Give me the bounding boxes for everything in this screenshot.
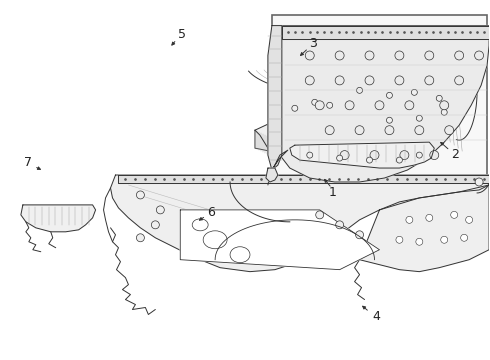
Circle shape: [335, 51, 344, 60]
Circle shape: [292, 105, 298, 111]
Ellipse shape: [230, 247, 250, 263]
Circle shape: [305, 76, 314, 85]
Circle shape: [305, 51, 314, 60]
Circle shape: [336, 111, 364, 139]
Circle shape: [387, 117, 392, 123]
Circle shape: [396, 157, 402, 163]
Circle shape: [441, 109, 447, 115]
Ellipse shape: [203, 231, 227, 249]
Circle shape: [425, 76, 434, 85]
Circle shape: [355, 126, 364, 135]
Text: 7: 7: [24, 156, 32, 168]
Circle shape: [455, 51, 464, 60]
Circle shape: [441, 236, 448, 243]
Circle shape: [415, 126, 424, 135]
Bar: [272, 15, 487, 185]
Polygon shape: [111, 175, 489, 272]
Text: 5: 5: [177, 28, 186, 41]
Circle shape: [136, 234, 145, 242]
Text: 3: 3: [309, 37, 317, 50]
Circle shape: [400, 150, 409, 159]
Circle shape: [461, 234, 467, 241]
Polygon shape: [266, 168, 278, 182]
Circle shape: [337, 155, 343, 161]
Circle shape: [345, 101, 354, 110]
Polygon shape: [282, 26, 489, 39]
Circle shape: [387, 92, 392, 98]
Circle shape: [272, 115, 278, 121]
Text: 1: 1: [329, 186, 337, 199]
Circle shape: [316, 211, 324, 219]
Circle shape: [405, 101, 414, 110]
Polygon shape: [119, 175, 489, 183]
Circle shape: [356, 231, 364, 239]
Circle shape: [340, 150, 349, 159]
Circle shape: [396, 236, 403, 243]
Circle shape: [395, 76, 404, 85]
Circle shape: [475, 51, 484, 60]
Circle shape: [395, 51, 404, 60]
Circle shape: [151, 221, 159, 229]
Polygon shape: [21, 205, 96, 232]
Polygon shape: [180, 210, 379, 270]
Ellipse shape: [192, 219, 208, 231]
Circle shape: [426, 214, 433, 221]
Polygon shape: [278, 26, 489, 182]
Circle shape: [425, 51, 434, 60]
Polygon shape: [290, 142, 434, 168]
Circle shape: [336, 221, 343, 229]
Circle shape: [327, 102, 333, 108]
Circle shape: [315, 101, 324, 110]
Text: 4: 4: [373, 310, 381, 323]
Circle shape: [375, 101, 384, 110]
Circle shape: [335, 76, 344, 85]
Circle shape: [312, 99, 318, 105]
Circle shape: [156, 206, 164, 214]
Circle shape: [416, 152, 422, 158]
Circle shape: [370, 150, 379, 159]
Polygon shape: [268, 26, 282, 170]
Circle shape: [466, 216, 473, 223]
Circle shape: [365, 51, 374, 60]
Circle shape: [357, 87, 363, 93]
Circle shape: [455, 76, 464, 85]
Circle shape: [412, 89, 417, 95]
Circle shape: [365, 76, 374, 85]
Circle shape: [406, 216, 413, 223]
Circle shape: [385, 126, 394, 135]
Circle shape: [475, 178, 483, 186]
Circle shape: [367, 157, 372, 163]
Circle shape: [440, 101, 449, 110]
Circle shape: [136, 191, 145, 199]
Circle shape: [307, 152, 313, 158]
Circle shape: [430, 150, 439, 159]
Circle shape: [416, 115, 422, 121]
Polygon shape: [360, 185, 489, 272]
Polygon shape: [255, 78, 459, 155]
Circle shape: [445, 126, 454, 135]
Circle shape: [328, 103, 371, 147]
Circle shape: [436, 95, 442, 101]
Circle shape: [416, 238, 423, 245]
Text: 2: 2: [451, 148, 459, 161]
Text: 6: 6: [207, 206, 215, 219]
Circle shape: [325, 126, 334, 135]
Circle shape: [451, 211, 458, 219]
